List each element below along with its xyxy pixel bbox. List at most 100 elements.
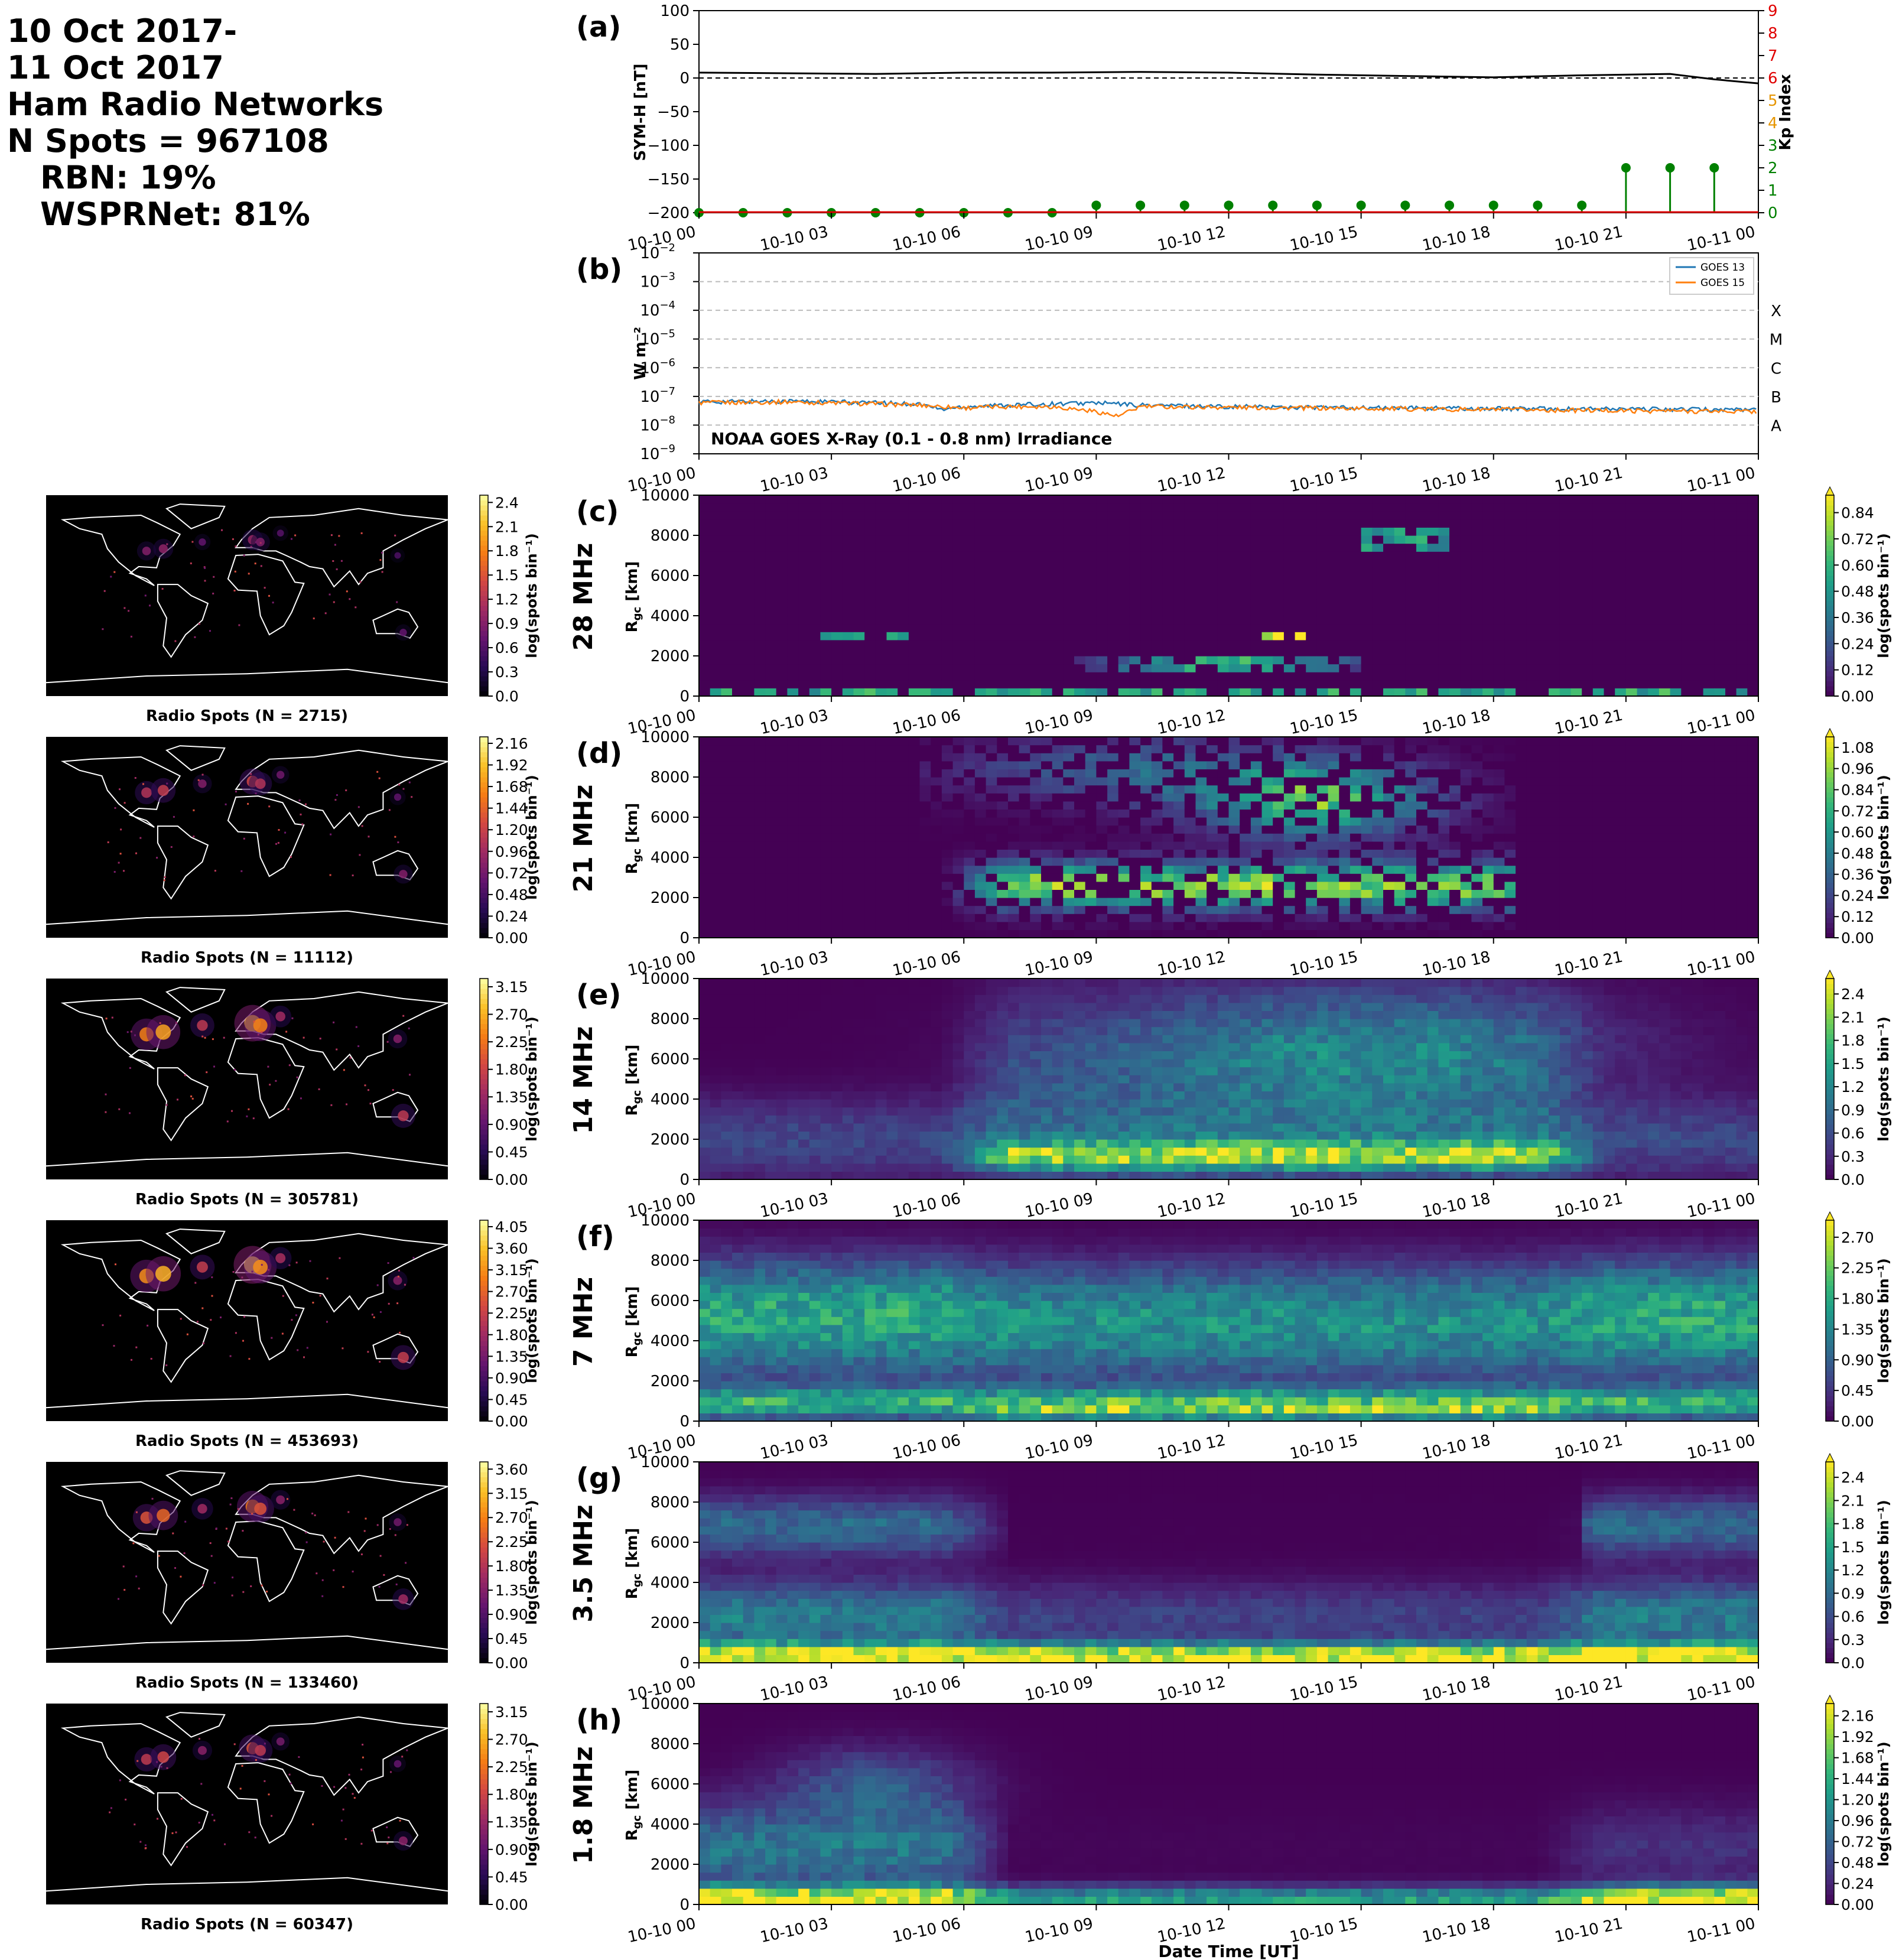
panel-d-cell: [1250, 921, 1263, 930]
panel-d-cell: [886, 825, 898, 834]
panel-d-cell: [820, 889, 832, 898]
panel-d-cell: [1582, 865, 1594, 874]
panel-d-cell: [1625, 914, 1638, 922]
panel-d-cell: [1526, 801, 1539, 810]
panel-c-cell: [1725, 527, 1737, 536]
panel-d-cell: [1471, 833, 1483, 842]
panel-c-cell: [754, 543, 766, 552]
panel-a-kp-point: [1577, 200, 1587, 210]
panel-d-cell: [1504, 873, 1516, 882]
panel-d-cell: [1549, 777, 1560, 786]
panel-c-cell: [1493, 607, 1505, 616]
panel-c-cell: [1736, 607, 1748, 616]
panel-c-cell: [842, 616, 854, 625]
panel-d-cell: [1471, 889, 1483, 898]
panel-c-cell: [1350, 583, 1362, 592]
panel-c-cell: [842, 495, 854, 504]
panel-d-cell: [776, 817, 788, 826]
panel-c-cell: [1449, 680, 1461, 688]
panel-c-cell: [1394, 688, 1406, 697]
panel-d-cell: [1592, 817, 1605, 826]
panel-c-cell: [1537, 503, 1549, 512]
panel-d-cell: [1261, 914, 1273, 922]
panel-d-cell: [809, 905, 821, 914]
panel-c-cell: [787, 616, 799, 625]
panel-c-cell: [1217, 543, 1230, 552]
panel-c-cell: [1217, 648, 1230, 656]
panel-d-cell: [1372, 849, 1384, 858]
panel-c-cell: [1328, 519, 1339, 528]
panel-c-cell: [1316, 607, 1329, 616]
panel-d-cell: [1019, 801, 1030, 810]
panel-d-cell: [1460, 857, 1472, 866]
panel-d-cell: [1460, 753, 1472, 762]
panel-d-cell: [864, 833, 876, 842]
panel-d-cell: [1582, 929, 1594, 938]
panel-c-colorbar-seg: [1826, 606, 1834, 612]
panel-c-cell: [787, 623, 799, 632]
panel-c-cell: [842, 623, 854, 632]
panel-c-cell: [1372, 664, 1384, 672]
panel-d-cell: [1041, 817, 1053, 826]
panel-c-cell: [1361, 664, 1373, 672]
panel-c-cell: [1648, 535, 1660, 544]
panel-d-cell: [1295, 817, 1306, 826]
panel-d-cell: [1383, 760, 1395, 769]
panel-c-cell: [1339, 680, 1351, 688]
panel-d-cell: [1008, 881, 1020, 890]
panel-c-cell: [875, 495, 887, 504]
panel-d-cell: [864, 825, 876, 834]
panel-c-cell: [1592, 551, 1605, 560]
panel-c-cell: [875, 599, 887, 608]
panel-d-cell: [1350, 889, 1362, 898]
panel-c-cell: [1659, 672, 1671, 681]
panel-d-cell: [820, 785, 832, 794]
panel-c-cell: [931, 616, 942, 625]
panel-c-cell: [1052, 495, 1064, 504]
panel-c-cell: [1339, 511, 1351, 520]
panel-c-cell: [1162, 576, 1174, 584]
map-spot-pixel: [102, 628, 104, 630]
panel-d-cell: [1096, 817, 1108, 826]
panel-c-cell: [1372, 648, 1384, 656]
panel-c-cell: [853, 648, 865, 656]
panel-c-cell: [1681, 503, 1693, 512]
panel-d-cell: [986, 777, 997, 786]
map-colorbar-seg: [480, 520, 488, 526]
panel-d-cell: [1129, 889, 1141, 898]
panel-d-cell: [1283, 825, 1296, 834]
panel-d-cell: [1228, 873, 1240, 882]
panel-c-xtick-label: 10-10 09: [1023, 707, 1095, 739]
panel-d-cell: [710, 865, 721, 874]
panel-c-cell: [1549, 591, 1560, 600]
panel-d-cell: [1107, 817, 1119, 826]
wsprnet-percentage: WSPRNet: 81%: [40, 196, 310, 233]
panel-c-cell: [1625, 503, 1638, 512]
panel-d-cell: [898, 817, 909, 826]
panel-c-cell: [1316, 583, 1329, 592]
panel-c-cell: [732, 688, 744, 697]
panel-c-cell: [986, 535, 997, 544]
panel-d-cell: [1648, 849, 1660, 858]
panel-c-cell: [1570, 599, 1582, 608]
panel-d-cell: [1438, 801, 1450, 810]
panel-c-cell: [1273, 503, 1285, 512]
panel-c-cell: [941, 511, 954, 520]
panel-d-cell: [831, 849, 843, 858]
panel-d-cell: [1383, 817, 1395, 826]
panel-c-cell: [721, 680, 733, 688]
panel-c-cell: [931, 567, 942, 576]
panel-c-cell: [842, 656, 854, 665]
panel-c-cell: [1173, 503, 1185, 512]
panel-c-cell: [1725, 591, 1737, 600]
panel-d-cell: [1107, 737, 1119, 746]
panel-d-cell: [1383, 841, 1395, 850]
panel-c-cell: [1427, 576, 1439, 584]
panel-c-cell: [1019, 599, 1030, 608]
panel-d-cell: [1030, 753, 1042, 762]
panel-d-cell: [1063, 833, 1075, 842]
map-colorbar-seg: [480, 586, 488, 591]
panel-a-kp-point: [1400, 200, 1410, 210]
panel-d-cell: [743, 857, 755, 866]
